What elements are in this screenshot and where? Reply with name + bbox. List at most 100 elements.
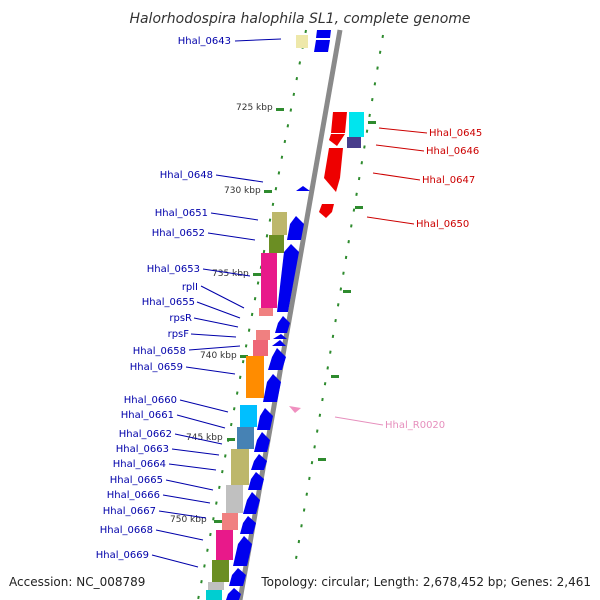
gene-arrow[interactable] (226, 588, 241, 600)
kbp-label: 725 kbp (236, 103, 273, 113)
gene-block-0664[interactable] (231, 449, 249, 485)
gene-block-0651[interactable] (272, 212, 287, 235)
gene-block-0646[interactable] (347, 137, 361, 148)
inner-tick-track (197, 29, 307, 600)
gene-block-0652[interactable] (269, 235, 284, 253)
kbp-tick (253, 273, 261, 276)
gene-label[interactable]: Hhal_0651 (155, 208, 208, 219)
gene-arrow-0655[interactable] (275, 316, 290, 333)
gene-block-0660[interactable] (240, 405, 257, 427)
kbp-tick (227, 438, 235, 441)
gene-arrow-0646[interactable] (329, 134, 345, 146)
gene-arrow-0658[interactable] (268, 348, 286, 370)
kbp-tick (276, 108, 284, 111)
kbp-label: 735 kbp (212, 269, 249, 279)
gene-label[interactable]: Hhal_0643 (178, 36, 231, 47)
gene-arrow[interactable] (314, 40, 330, 52)
gene-label[interactable]: Hhal_0655 (142, 297, 195, 308)
gene-label[interactable]: Hhal_0647 (422, 175, 475, 186)
gene-arrow-0666[interactable] (243, 492, 260, 514)
gene-block-rpsf[interactable] (256, 330, 270, 340)
minus-strand-genes (289, 112, 364, 413)
rna-arrow-r0020[interactable] (289, 406, 301, 413)
outer-tick (368, 121, 376, 124)
gene-label[interactable]: Hhal_0658 (133, 346, 186, 357)
gene-label[interactable]: Hhal_0653 (147, 264, 200, 275)
gene-color-track (206, 35, 308, 600)
outer-tick (331, 375, 339, 378)
gene-arrow-0650[interactable] (319, 204, 334, 218)
gene-label[interactable]: Hhal_0666 (107, 490, 160, 501)
gene-arrow-0667[interactable] (240, 516, 256, 534)
gene-arrow-0669[interactable] (229, 568, 246, 586)
gene-label[interactable]: Hhal_0664 (113, 459, 166, 470)
gene-block[interactable] (206, 590, 222, 600)
kbp-ticks (214, 108, 376, 523)
gene-arrow-0653[interactable] (277, 244, 299, 312)
outer-tick (355, 206, 363, 209)
plus-strand-genes (226, 30, 331, 600)
gene-block-0653[interactable] (261, 253, 277, 308)
gene-label[interactable]: Hhal_0650 (416, 219, 469, 230)
gene-label[interactable]: Hhal_0660 (124, 395, 177, 406)
map-title: Halorhodospira halophila SL1, complete g… (129, 11, 470, 27)
gene-label[interactable]: Hhal_0648 (160, 170, 213, 181)
gene-label[interactable]: Hhal_0668 (100, 525, 153, 536)
gene-arrow-0659[interactable] (263, 374, 281, 402)
gene-label[interactable]: Hhal_0646 (426, 146, 479, 157)
gene-arrow-0645[interactable] (331, 112, 347, 133)
gene-block[interactable] (208, 582, 224, 590)
gene-label[interactable]: rpsR (169, 313, 192, 324)
gene-block-0667[interactable] (222, 513, 238, 530)
gene-block-0658[interactable] (253, 340, 268, 356)
gene-block-0661[interactable] (237, 427, 254, 449)
gene-block-0643[interactable] (296, 35, 308, 48)
rna-leader (334, 416, 384, 426)
gene-label[interactable]: Hhal_0665 (110, 475, 163, 486)
accession-text: Accession: NC_008789 (9, 575, 145, 589)
gene-block-0659[interactable] (246, 356, 264, 398)
gene-label[interactable]: Hhal_0645 (429, 128, 482, 139)
kbp-label: 740 kbp (200, 351, 237, 361)
kbp-label: 730 kbp (224, 186, 261, 196)
gene-label[interactable]: Hhal_0652 (152, 228, 205, 239)
gene-arrow-0668[interactable] (233, 536, 252, 566)
gene-arrow-0663[interactable] (251, 454, 267, 470)
gene-arrow-rpsr[interactable] (273, 334, 287, 339)
gene-arrow-rpsf[interactable] (272, 340, 286, 346)
kbp-label: 745 kbp (186, 433, 223, 443)
kbp-tick (264, 190, 272, 193)
kbp-tick (214, 520, 222, 523)
left-leaders (151, 38, 282, 568)
genome-backbone (237, 29, 343, 600)
left-gene-labels: Hhal_0643 Hhal_0648 Hhal_0651 Hhal_0652 … (96, 36, 231, 561)
outer-tick (343, 290, 351, 293)
right-gene-labels: Hhal_0645 Hhal_0646 Hhal_0647 Hhal_0650 (416, 128, 482, 230)
gene-label[interactable]: rpsF (168, 329, 190, 340)
right-leaders (366, 127, 428, 225)
gene-block-0645[interactable] (349, 112, 364, 137)
gene-arrow-0665[interactable] (248, 472, 264, 490)
gene-label[interactable]: Hhal_0669 (96, 550, 149, 561)
topology-text: Topology: circular; Length: 2,678,452 bp… (260, 575, 591, 589)
rna-gene-label[interactable]: Hhal_R0020 (385, 420, 445, 431)
gene-arrow-0661[interactable] (254, 432, 270, 452)
gene-arrow-0660[interactable] (257, 408, 273, 430)
gene-label[interactable]: rplI (182, 282, 198, 293)
gene-label[interactable]: Hhal_0661 (121, 410, 174, 421)
gene-arrow-0651[interactable] (287, 216, 304, 240)
gene-block-0666[interactable] (226, 485, 243, 513)
gene-label[interactable]: Hhal_0662 (119, 429, 172, 440)
gene-label[interactable]: Hhal_0659 (130, 362, 183, 373)
gene-block-0668[interactable] (216, 530, 233, 560)
gene-block-0669[interactable] (212, 560, 229, 582)
gene-arrow[interactable] (296, 186, 310, 191)
gene-block-rpli[interactable] (259, 308, 273, 316)
gene-label[interactable]: Hhal_0667 (103, 506, 156, 517)
gene-arrow-0647[interactable] (324, 148, 343, 192)
gene-arrow[interactable] (316, 30, 331, 38)
kbp-tick (240, 355, 248, 358)
gene-label[interactable]: Hhal_0663 (116, 444, 169, 455)
